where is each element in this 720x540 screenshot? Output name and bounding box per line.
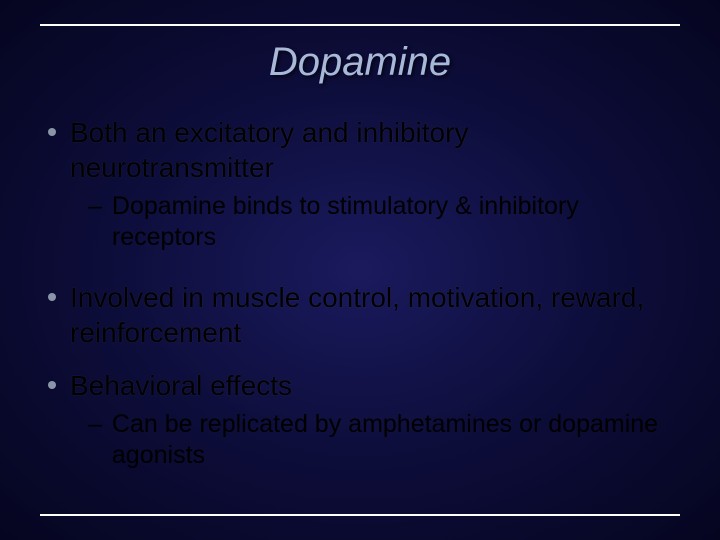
sub-bullet-text: Dopamine binds to stimulatory & inhibito… <box>112 191 672 254</box>
sub-bullet-text: Can be replicated by amphetamines or dop… <box>112 409 672 472</box>
bullet-text: Involved in muscle control, motivation, … <box>70 280 672 350</box>
bullet-text: Both an excitatory and inhibitory neurot… <box>70 115 672 185</box>
bullet-dot-icon <box>48 128 56 136</box>
dash-icon: – <box>88 191 102 222</box>
dash-icon: – <box>88 409 102 440</box>
slide-title: Dopamine <box>0 40 720 85</box>
bullet-item: Involved in muscle control, motivation, … <box>48 280 672 350</box>
bullet-dot-icon <box>48 381 56 389</box>
bullet-item: Both an excitatory and inhibitory neurot… <box>48 115 672 185</box>
sub-bullet-item: – Dopamine binds to stimulatory & inhibi… <box>88 191 672 254</box>
bullet-text: Behavioral effects <box>70 368 292 403</box>
sub-bullet-item: – Can be replicated by amphetamines or d… <box>88 409 672 472</box>
bullet-dot-icon <box>48 293 56 301</box>
horizontal-rule-top <box>40 24 680 26</box>
horizontal-rule-bottom <box>40 514 680 516</box>
slide-body: Both an excitatory and inhibitory neurot… <box>48 115 672 485</box>
bullet-item: Behavioral effects <box>48 368 672 403</box>
